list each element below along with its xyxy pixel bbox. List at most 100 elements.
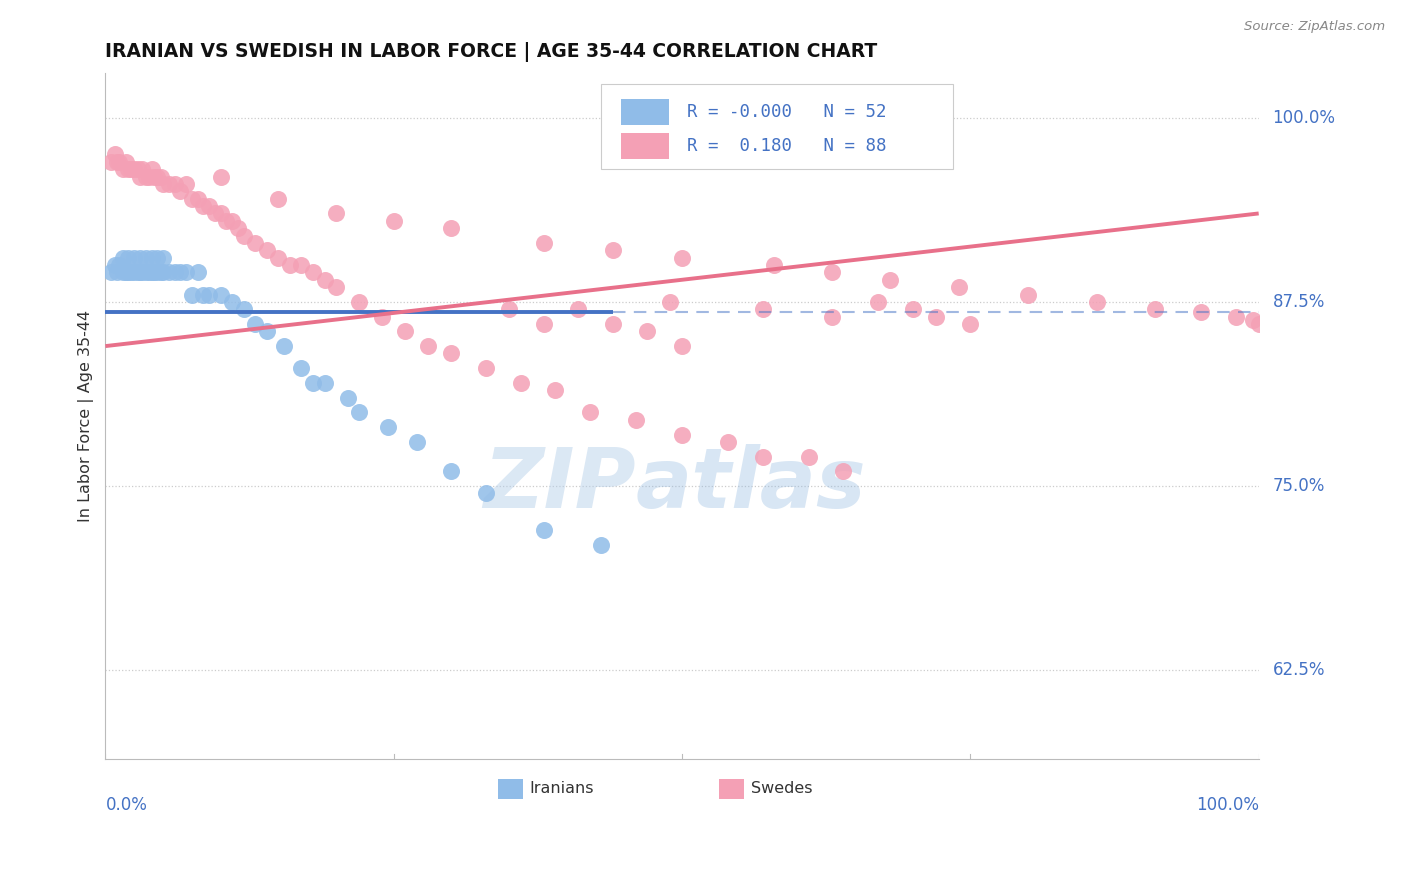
FancyBboxPatch shape: [621, 133, 669, 159]
Point: [290, 258, 312, 272]
Point: [120, 162, 142, 177]
Point: [671, 339, 693, 353]
Point: [325, 206, 347, 220]
Point: [763, 258, 786, 272]
Point: [602, 244, 624, 258]
Point: [131, 265, 153, 279]
Point: [659, 294, 682, 309]
Point: [163, 265, 186, 279]
Point: [157, 177, 180, 191]
Point: [193, 199, 215, 213]
Point: [267, 251, 290, 265]
Point: [122, 251, 145, 265]
Point: [152, 251, 174, 265]
Text: 75.0%: 75.0%: [1272, 477, 1324, 495]
Point: [117, 251, 139, 265]
Text: Source: ZipAtlas.com: Source: ZipAtlas.com: [1244, 20, 1385, 33]
Point: [544, 384, 567, 398]
Text: IRANIAN VS SWEDISH IN LABOR FORCE | AGE 35-44 CORRELATION CHART: IRANIAN VS SWEDISH IN LABOR FORCE | AGE …: [105, 42, 877, 62]
Point: [752, 450, 775, 464]
Point: [1241, 312, 1264, 326]
Point: [142, 265, 165, 279]
Text: 100.0%: 100.0%: [1195, 797, 1258, 814]
Point: [209, 287, 232, 301]
Point: [440, 221, 463, 235]
Point: [475, 486, 498, 500]
Point: [959, 317, 981, 331]
Point: [948, 280, 970, 294]
FancyBboxPatch shape: [498, 780, 523, 798]
Point: [671, 251, 693, 265]
Text: Iranians: Iranians: [530, 781, 595, 797]
Point: [187, 192, 209, 206]
Point: [209, 206, 232, 220]
Y-axis label: In Labor Force | Age 35-44: In Labor Force | Age 35-44: [79, 310, 94, 522]
Point: [405, 434, 427, 449]
Point: [256, 244, 278, 258]
Point: [302, 265, 325, 279]
Point: [149, 265, 172, 279]
Text: atlas: atlas: [636, 444, 866, 525]
Point: [146, 169, 169, 184]
Point: [440, 346, 463, 360]
Point: [879, 273, 901, 287]
Point: [146, 265, 169, 279]
Point: [832, 464, 855, 478]
Point: [925, 310, 948, 324]
Point: [245, 317, 267, 331]
Text: 62.5%: 62.5%: [1272, 661, 1324, 680]
Point: [111, 162, 134, 177]
Point: [129, 169, 152, 184]
Point: [278, 258, 301, 272]
Point: [533, 317, 555, 331]
Point: [901, 302, 924, 317]
Point: [174, 265, 197, 279]
Point: [226, 221, 249, 235]
Point: [135, 251, 157, 265]
FancyBboxPatch shape: [621, 99, 669, 125]
Point: [302, 376, 325, 390]
Point: [533, 235, 555, 250]
Point: [209, 169, 232, 184]
Point: [149, 169, 172, 184]
Point: [152, 177, 174, 191]
Point: [868, 294, 890, 309]
Point: [671, 427, 693, 442]
Point: [129, 265, 152, 279]
Text: 0.0%: 0.0%: [105, 797, 148, 814]
Point: [127, 265, 149, 279]
FancyBboxPatch shape: [718, 780, 744, 798]
Point: [163, 177, 186, 191]
Point: [105, 154, 128, 169]
Point: [602, 317, 624, 331]
Point: [115, 154, 138, 169]
Point: [273, 339, 295, 353]
Point: [180, 287, 202, 301]
Point: [104, 147, 127, 161]
Point: [108, 258, 131, 272]
Point: [142, 169, 165, 184]
Point: [127, 162, 149, 177]
Point: [624, 413, 647, 427]
Point: [347, 294, 370, 309]
Point: [117, 265, 139, 279]
Text: ZIP: ZIP: [484, 444, 636, 525]
Point: [131, 162, 153, 177]
Point: [104, 258, 127, 272]
Text: 87.5%: 87.5%: [1272, 293, 1324, 311]
Point: [141, 265, 163, 279]
Point: [111, 265, 134, 279]
Text: 100.0%: 100.0%: [1272, 109, 1336, 127]
Point: [245, 235, 267, 250]
Point: [1143, 302, 1166, 317]
Point: [382, 214, 405, 228]
Point: [141, 251, 163, 265]
Point: [475, 361, 498, 376]
Point: [100, 265, 122, 279]
Point: [187, 265, 209, 279]
Point: [141, 162, 163, 177]
Point: [221, 214, 243, 228]
Point: [256, 324, 278, 338]
Point: [752, 302, 775, 317]
Point: [215, 214, 238, 228]
